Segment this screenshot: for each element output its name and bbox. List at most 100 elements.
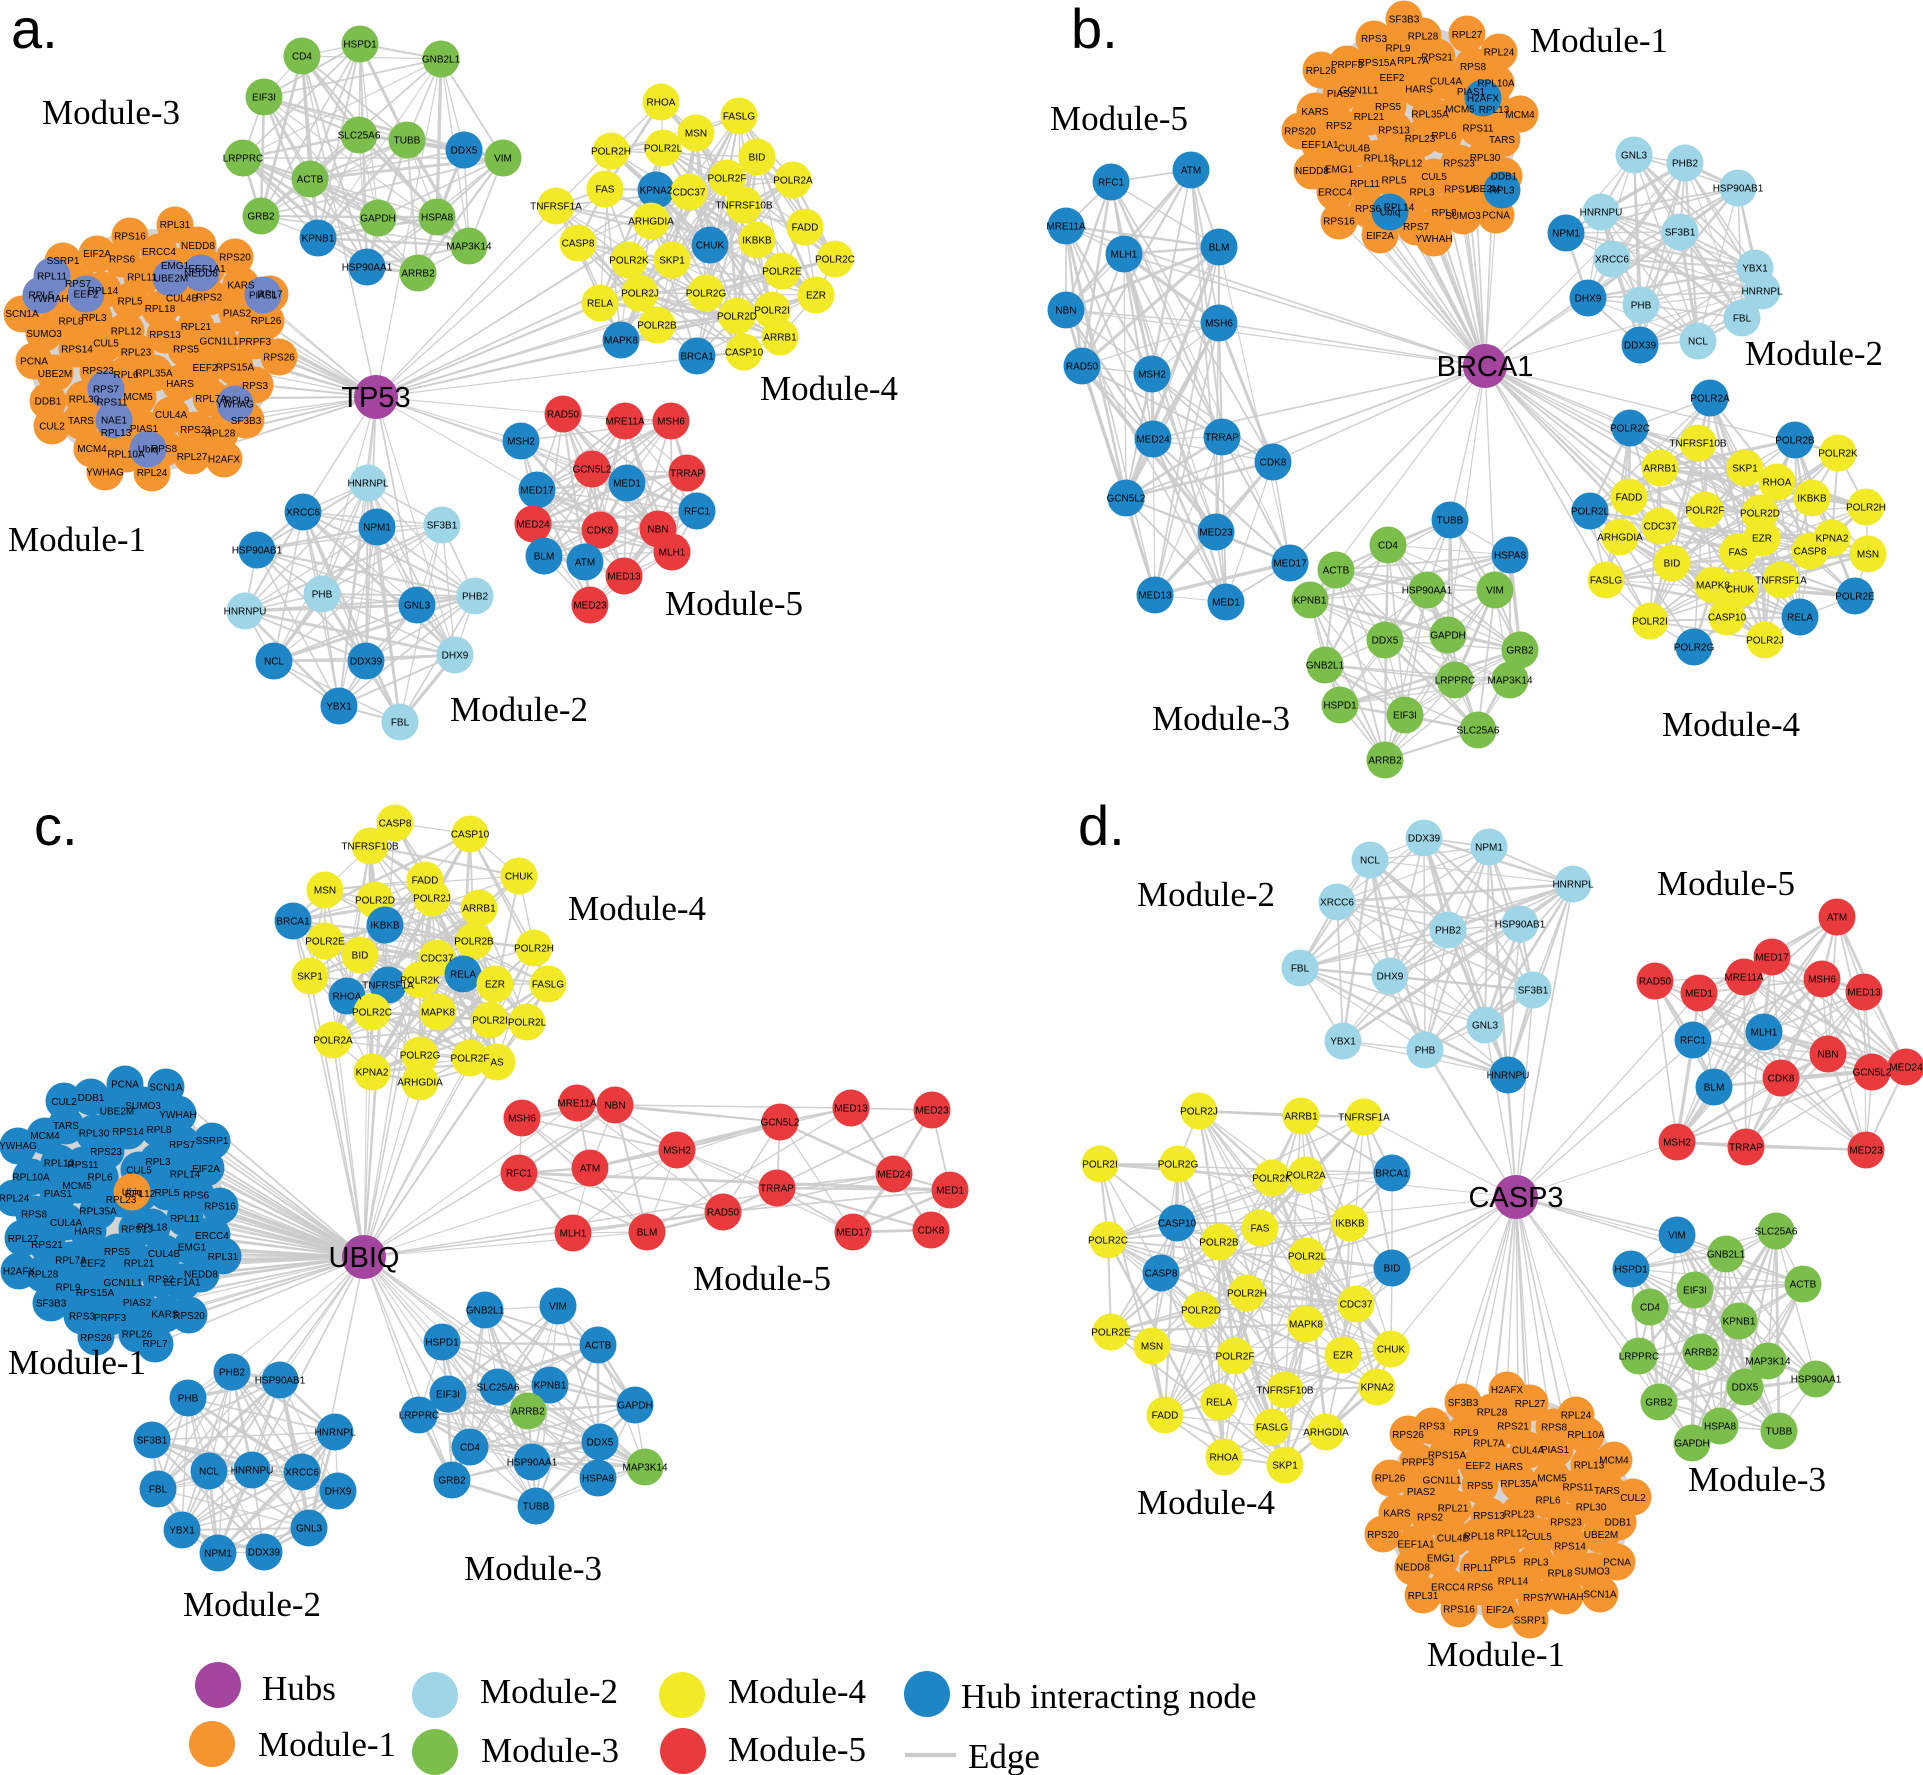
svg-text:MED17: MED17 xyxy=(1273,559,1307,570)
svg-text:RPS3: RPS3 xyxy=(242,381,269,392)
svg-text:RELA: RELA xyxy=(587,299,613,310)
svg-text:YBX1: YBX1 xyxy=(1330,1037,1356,1048)
svg-text:Module-4: Module-4 xyxy=(728,1672,866,1711)
svg-text:RPS26: RPS26 xyxy=(1392,1430,1424,1441)
svg-text:MAP3K14: MAP3K14 xyxy=(446,242,491,253)
svg-text:Ubiq: Ubiq xyxy=(122,1188,143,1199)
svg-text:RPL3: RPL3 xyxy=(1409,188,1434,199)
svg-text:FAS: FAS xyxy=(596,185,615,196)
svg-text:BRCA1: BRCA1 xyxy=(1375,1169,1409,1180)
svg-text:CASP8: CASP8 xyxy=(562,239,595,250)
svg-text:RFC1: RFC1 xyxy=(1098,178,1125,189)
svg-text:MCM4: MCM4 xyxy=(1599,1455,1629,1466)
svg-text:RPL27: RPL27 xyxy=(8,1234,39,1245)
svg-text:Module-5: Module-5 xyxy=(693,1259,831,1298)
svg-text:GRB2: GRB2 xyxy=(247,212,275,223)
svg-text:RPL5: RPL5 xyxy=(28,291,53,302)
svg-text:GCN5L2: GCN5L2 xyxy=(761,1118,800,1129)
svg-text:CDC37: CDC37 xyxy=(421,954,454,965)
svg-text:MCM5: MCM5 xyxy=(62,1181,92,1192)
svg-text:RPS5: RPS5 xyxy=(1375,102,1402,113)
svg-text:LRPPRC: LRPPRC xyxy=(1435,676,1476,687)
svg-text:HNRNPU: HNRNPU xyxy=(1487,1071,1530,1082)
svg-text:BLM: BLM xyxy=(637,1228,658,1239)
svg-text:TNFRSF1A: TNFRSF1A xyxy=(1338,1113,1390,1124)
svg-text:CASP8: CASP8 xyxy=(1145,1269,1178,1280)
svg-text:SF3B1: SF3B1 xyxy=(1518,986,1549,997)
svg-text:UBE2M: UBE2M xyxy=(154,274,188,285)
svg-text:KPNA2: KPNA2 xyxy=(640,186,673,197)
svg-text:POLR2D: POLR2D xyxy=(355,896,395,907)
svg-text:NPM1: NPM1 xyxy=(1552,229,1580,240)
svg-text:Module-2: Module-2 xyxy=(183,1585,321,1624)
svg-text:POLR2K: POLR2K xyxy=(1818,449,1858,460)
svg-text:SKP1: SKP1 xyxy=(1732,464,1758,475)
svg-text:YWHAG: YWHAG xyxy=(0,1141,37,1152)
svg-text:POLR2I: POLR2I xyxy=(1082,1160,1118,1171)
svg-text:RPL7A: RPL7A xyxy=(1397,56,1429,67)
svg-text:BID: BID xyxy=(1384,1264,1401,1275)
svg-text:GRB2: GRB2 xyxy=(1506,646,1534,657)
svg-text:HSP90AA1: HSP90AA1 xyxy=(1402,586,1453,597)
svg-text:DHX9: DHX9 xyxy=(442,651,469,662)
svg-text:HSP90AA1: HSP90AA1 xyxy=(1791,1375,1842,1386)
svg-text:MED13: MED13 xyxy=(1138,591,1172,602)
svg-text:RPS26: RPS26 xyxy=(263,352,295,363)
svg-text:CDK8: CDK8 xyxy=(918,1226,945,1237)
svg-text:HNRNPU: HNRNPU xyxy=(231,1466,274,1477)
svg-text:UBE2M: UBE2M xyxy=(1466,184,1500,195)
svg-text:SUMO3: SUMO3 xyxy=(26,329,62,340)
svg-text:RPL3: RPL3 xyxy=(1489,186,1514,197)
svg-text:Module-3: Module-3 xyxy=(1152,699,1290,738)
svg-text:RPS15A: RPS15A xyxy=(1358,58,1397,69)
svg-text:CUL5: CUL5 xyxy=(126,1165,152,1176)
svg-text:ARRB2: ARRB2 xyxy=(1684,1348,1718,1359)
svg-text:POLR2E: POLR2E xyxy=(762,267,802,278)
svg-text:DDB1: DDB1 xyxy=(1605,1518,1632,1529)
svg-text:EEF1A1: EEF1A1 xyxy=(1397,1540,1435,1551)
svg-text:RPL13: RPL13 xyxy=(1479,105,1510,116)
svg-text:TARS: TARS xyxy=(53,1121,79,1132)
svg-text:ATM: ATM xyxy=(575,558,595,569)
svg-text:TARS: TARS xyxy=(1594,1486,1620,1497)
svg-text:RPL26: RPL26 xyxy=(251,316,282,327)
svg-text:AS: AS xyxy=(490,1058,504,1069)
svg-text:RPS5: RPS5 xyxy=(173,345,200,356)
svg-text:YWHAH: YWHAH xyxy=(1415,234,1452,245)
svg-text:ATM: ATM xyxy=(1181,166,1201,177)
svg-text:MLH1: MLH1 xyxy=(1111,250,1138,261)
svg-text:RPS14: RPS14 xyxy=(61,345,93,356)
svg-text:POLR2B: POLR2B xyxy=(1199,1238,1239,1249)
svg-text:CASP10: CASP10 xyxy=(1708,613,1747,624)
svg-text:DHX9: DHX9 xyxy=(1377,972,1404,983)
svg-text:CASP10: CASP10 xyxy=(1158,1219,1197,1230)
svg-text:MRE11A: MRE11A xyxy=(605,417,645,428)
svg-text:GAPDH: GAPDH xyxy=(360,214,396,225)
svg-text:EEF2: EEF2 xyxy=(1465,1461,1490,1472)
svg-text:CDC37: CDC37 xyxy=(673,188,706,199)
svg-text:Module-3: Module-3 xyxy=(42,93,180,132)
svg-text:Module-1: Module-1 xyxy=(8,520,146,559)
svg-text:RPL18: RPL18 xyxy=(145,304,176,315)
svg-text:RELA: RELA xyxy=(1787,613,1813,624)
svg-text:RPS8: RPS8 xyxy=(151,444,178,455)
svg-text:CASP3: CASP3 xyxy=(1468,1182,1563,1214)
svg-text:CUL2: CUL2 xyxy=(1620,1493,1646,1504)
svg-text:Module-2: Module-2 xyxy=(480,1672,618,1711)
svg-text:FAS: FAS xyxy=(1729,548,1748,559)
svg-text:GAPDH: GAPDH xyxy=(1674,1439,1710,1450)
svg-text:POLR2L: POLR2L xyxy=(1571,507,1610,518)
svg-text:GNB2L1: GNB2L1 xyxy=(1306,661,1345,672)
svg-text:IKBKB: IKBKB xyxy=(1335,1219,1365,1230)
svg-text:RPL10A: RPL10A xyxy=(107,450,145,461)
svg-text:CD4: CD4 xyxy=(1378,541,1398,552)
svg-text:PIAS1: PIAS1 xyxy=(130,424,159,435)
svg-text:RPL21: RPL21 xyxy=(1354,112,1385,123)
svg-text:RHOA: RHOA xyxy=(1763,478,1792,489)
svg-text:HSP90AA1: HSP90AA1 xyxy=(507,1458,558,1469)
svg-text:HARS: HARS xyxy=(166,379,194,390)
svg-text:ERCC4: ERCC4 xyxy=(1318,187,1352,198)
svg-text:GRB2: GRB2 xyxy=(1645,1398,1673,1409)
svg-text:TUBB: TUBB xyxy=(523,1502,550,1513)
svg-text:SF3B3: SF3B3 xyxy=(1389,14,1420,25)
